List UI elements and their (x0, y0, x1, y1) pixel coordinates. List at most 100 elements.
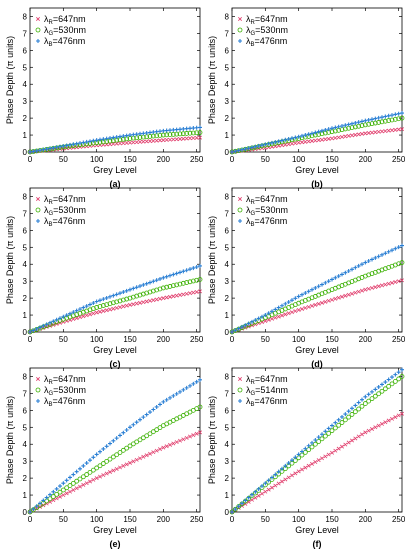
data-point (161, 445, 166, 450)
data-point (138, 284, 142, 289)
data-point (246, 321, 251, 326)
data-point (157, 286, 163, 292)
x-tick-label: 0 (28, 335, 33, 344)
data-point (50, 494, 56, 499)
data-point (330, 277, 334, 282)
data-point (356, 123, 362, 129)
data-point (240, 147, 244, 152)
y-tick-label: 6 (23, 226, 28, 235)
data-point (127, 443, 133, 449)
data-point (372, 393, 378, 399)
legend-label: λB=476nm (44, 216, 85, 228)
data-point (67, 483, 73, 488)
data-point (399, 260, 405, 265)
data-point (118, 305, 122, 310)
data-point (48, 146, 52, 151)
data-point (286, 475, 291, 480)
data-point (256, 486, 261, 491)
data-point (148, 451, 152, 456)
chart-panel: 0 1 2 3 4 5 6 7 8 0 50 100 150 200 250 Grey Level Phase … (5, 367, 204, 549)
data-point (390, 375, 394, 380)
data-point (151, 407, 156, 412)
data-point (94, 310, 99, 315)
data-point (158, 138, 162, 143)
data-point (273, 140, 278, 145)
data-point (290, 473, 294, 478)
data-point (273, 472, 278, 477)
data-point (359, 123, 365, 128)
data-point (300, 306, 304, 311)
data-point (51, 489, 56, 494)
data-point (260, 314, 264, 319)
data-point (382, 118, 388, 124)
data-point (41, 147, 46, 152)
y-axis-label: Phase Depth (π units) (5, 216, 15, 304)
data-point (310, 303, 314, 308)
data-point (323, 280, 328, 285)
data-point (313, 302, 318, 307)
data-point (101, 309, 106, 313)
data-point (350, 267, 354, 272)
data-point (154, 427, 160, 433)
data-point (78, 315, 82, 320)
data-point (336, 135, 341, 140)
data-point (300, 467, 304, 472)
data-point (303, 465, 308, 470)
data-point (379, 388, 385, 394)
panel-label: (e) (110, 539, 121, 549)
data-point (320, 137, 324, 142)
data-point (376, 115, 381, 120)
data-point (396, 413, 401, 418)
series-G (229, 260, 405, 335)
data-point (114, 305, 119, 310)
data-point (164, 397, 169, 402)
data-point (270, 485, 274, 490)
data-point (373, 425, 378, 430)
data-point (44, 495, 49, 500)
data-point (240, 324, 244, 329)
x-axis-label: Grey Level (93, 165, 137, 175)
data-point (150, 429, 156, 435)
data-point (386, 113, 391, 118)
data-point (386, 281, 391, 286)
data-point (386, 118, 392, 123)
data-point (78, 466, 82, 471)
data-point (154, 404, 159, 409)
data-point (191, 126, 196, 131)
data-point (310, 131, 314, 136)
data-point (313, 438, 318, 442)
data-point (336, 417, 341, 422)
data-point (128, 287, 132, 292)
data-point (161, 275, 166, 280)
y-tick-label: 7 (23, 389, 28, 398)
legend-marker (36, 17, 40, 21)
data-point (131, 422, 136, 427)
y-axis-label: Phase Depth (π units) (207, 396, 217, 484)
data-point (333, 420, 338, 425)
data-point (174, 271, 179, 276)
data-point (323, 299, 328, 304)
y-tick-label: 5 (23, 243, 28, 252)
data-point (120, 447, 126, 453)
legend-label: λG=530nm (44, 205, 86, 217)
x-axis-label: Grey Level (295, 525, 339, 535)
x-tick-label: 200 (157, 335, 171, 344)
data-point (353, 290, 358, 295)
data-point (184, 131, 190, 136)
x-tick-label: 150 (123, 515, 137, 524)
data-point (78, 141, 82, 146)
data-point (283, 312, 288, 317)
legend-label: λG=530nm (246, 25, 288, 37)
series-R (28, 289, 202, 334)
data-point (171, 441, 176, 446)
data-point (350, 121, 354, 126)
data-point (360, 397, 364, 402)
data-point (393, 246, 398, 251)
data-point (181, 437, 186, 442)
data-point (147, 431, 153, 437)
data-point (296, 140, 301, 145)
data-point (134, 439, 140, 445)
data-point (194, 135, 199, 140)
data-point (342, 417, 348, 423)
